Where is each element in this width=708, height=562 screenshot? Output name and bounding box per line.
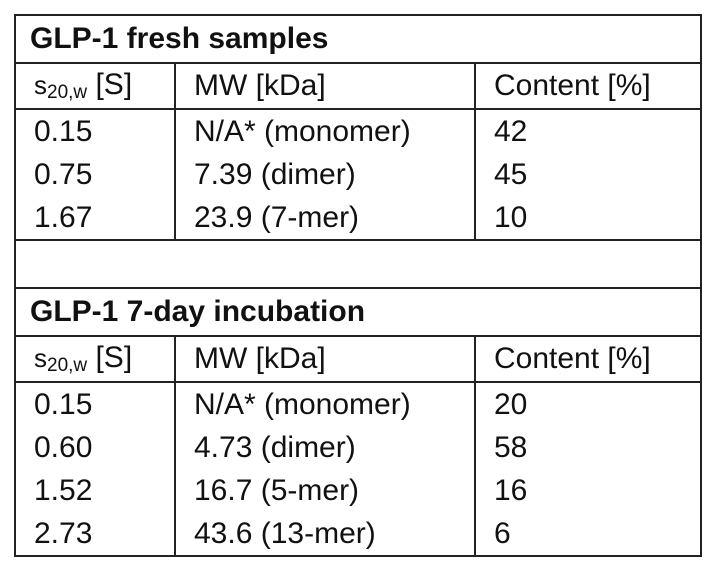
cell-mw: 4.73 (dimer) [174,426,476,469]
cell-content: 10 [473,196,703,241]
header-row: s20,w [S] MW [kDa] Content [%] [14,335,703,383]
s-unit: [S] [87,341,133,374]
table-row: 0.60 4.73 (dimer) 58 [14,426,703,469]
cell-s: 0.15 [14,382,176,426]
header-sedimentation-coefficient: s20,w [S] [14,335,176,383]
s-subscript: 20,w [47,82,88,103]
cell-s: 2.73 [14,512,176,557]
cell-mw: 43.6 (13-mer) [174,512,476,557]
cell-s: 0.15 [14,109,176,153]
section-title: GLP-1 fresh samples [13,14,703,64]
table-row: 0.75 7.39 (dimer) 45 [14,153,703,196]
cell-content: 16 [473,469,703,512]
cell-s: 0.60 [14,426,176,469]
cell-s: 1.52 [14,469,176,512]
spacer-row [13,239,703,289]
cell-mw: 23.9 (7-mer) [174,196,476,241]
s-symbol: s [34,70,47,100]
section-title-row: GLP-1 7-day incubation [13,287,703,337]
cell-mw: 16.7 (5-mer) [174,469,476,512]
cell-content: 45 [473,153,703,196]
table-row: 0.15 N/A* (monomer) 42 [14,109,703,153]
header-sedimentation-coefficient: s20,w [S] [14,62,176,110]
s-unit: [S] [87,68,133,101]
header-content: Content [%] [473,62,703,110]
cell-content: 20 [473,382,703,426]
s-symbol: s [34,343,47,373]
section-title: GLP-1 7-day incubation [13,287,703,337]
header-row: s20,w [S] MW [kDa] Content [%] [14,62,703,110]
cell-mw: 7.39 (dimer) [174,153,476,196]
header-mw: MW [kDa] [174,335,476,383]
cell-content: 58 [473,426,703,469]
table-row: 2.73 43.6 (13-mer) 6 [14,512,703,557]
header-content: Content [%] [473,335,703,383]
table-row: 1.67 23.9 (7-mer) 10 [14,196,703,241]
table-row: 1.52 16.7 (5-mer) 16 [14,469,703,512]
cell-content: 42 [473,109,703,153]
cell-s: 0.75 [14,153,176,196]
cell-content: 6 [473,512,703,557]
cell-mw: N/A* (monomer) [174,382,476,426]
header-mw: MW [kDa] [174,62,476,110]
cell-mw: N/A* (monomer) [174,109,476,153]
section-title-row: GLP-1 fresh samples [13,14,703,64]
s-subscript: 20,w [47,355,88,376]
sedimentation-table: GLP-1 fresh samples s20,w [S] MW [kDa] C… [13,14,703,557]
spacer-cell [13,239,703,289]
cell-s: 1.67 [14,196,176,241]
table-row: 0.15 N/A* (monomer) 20 [14,382,703,426]
